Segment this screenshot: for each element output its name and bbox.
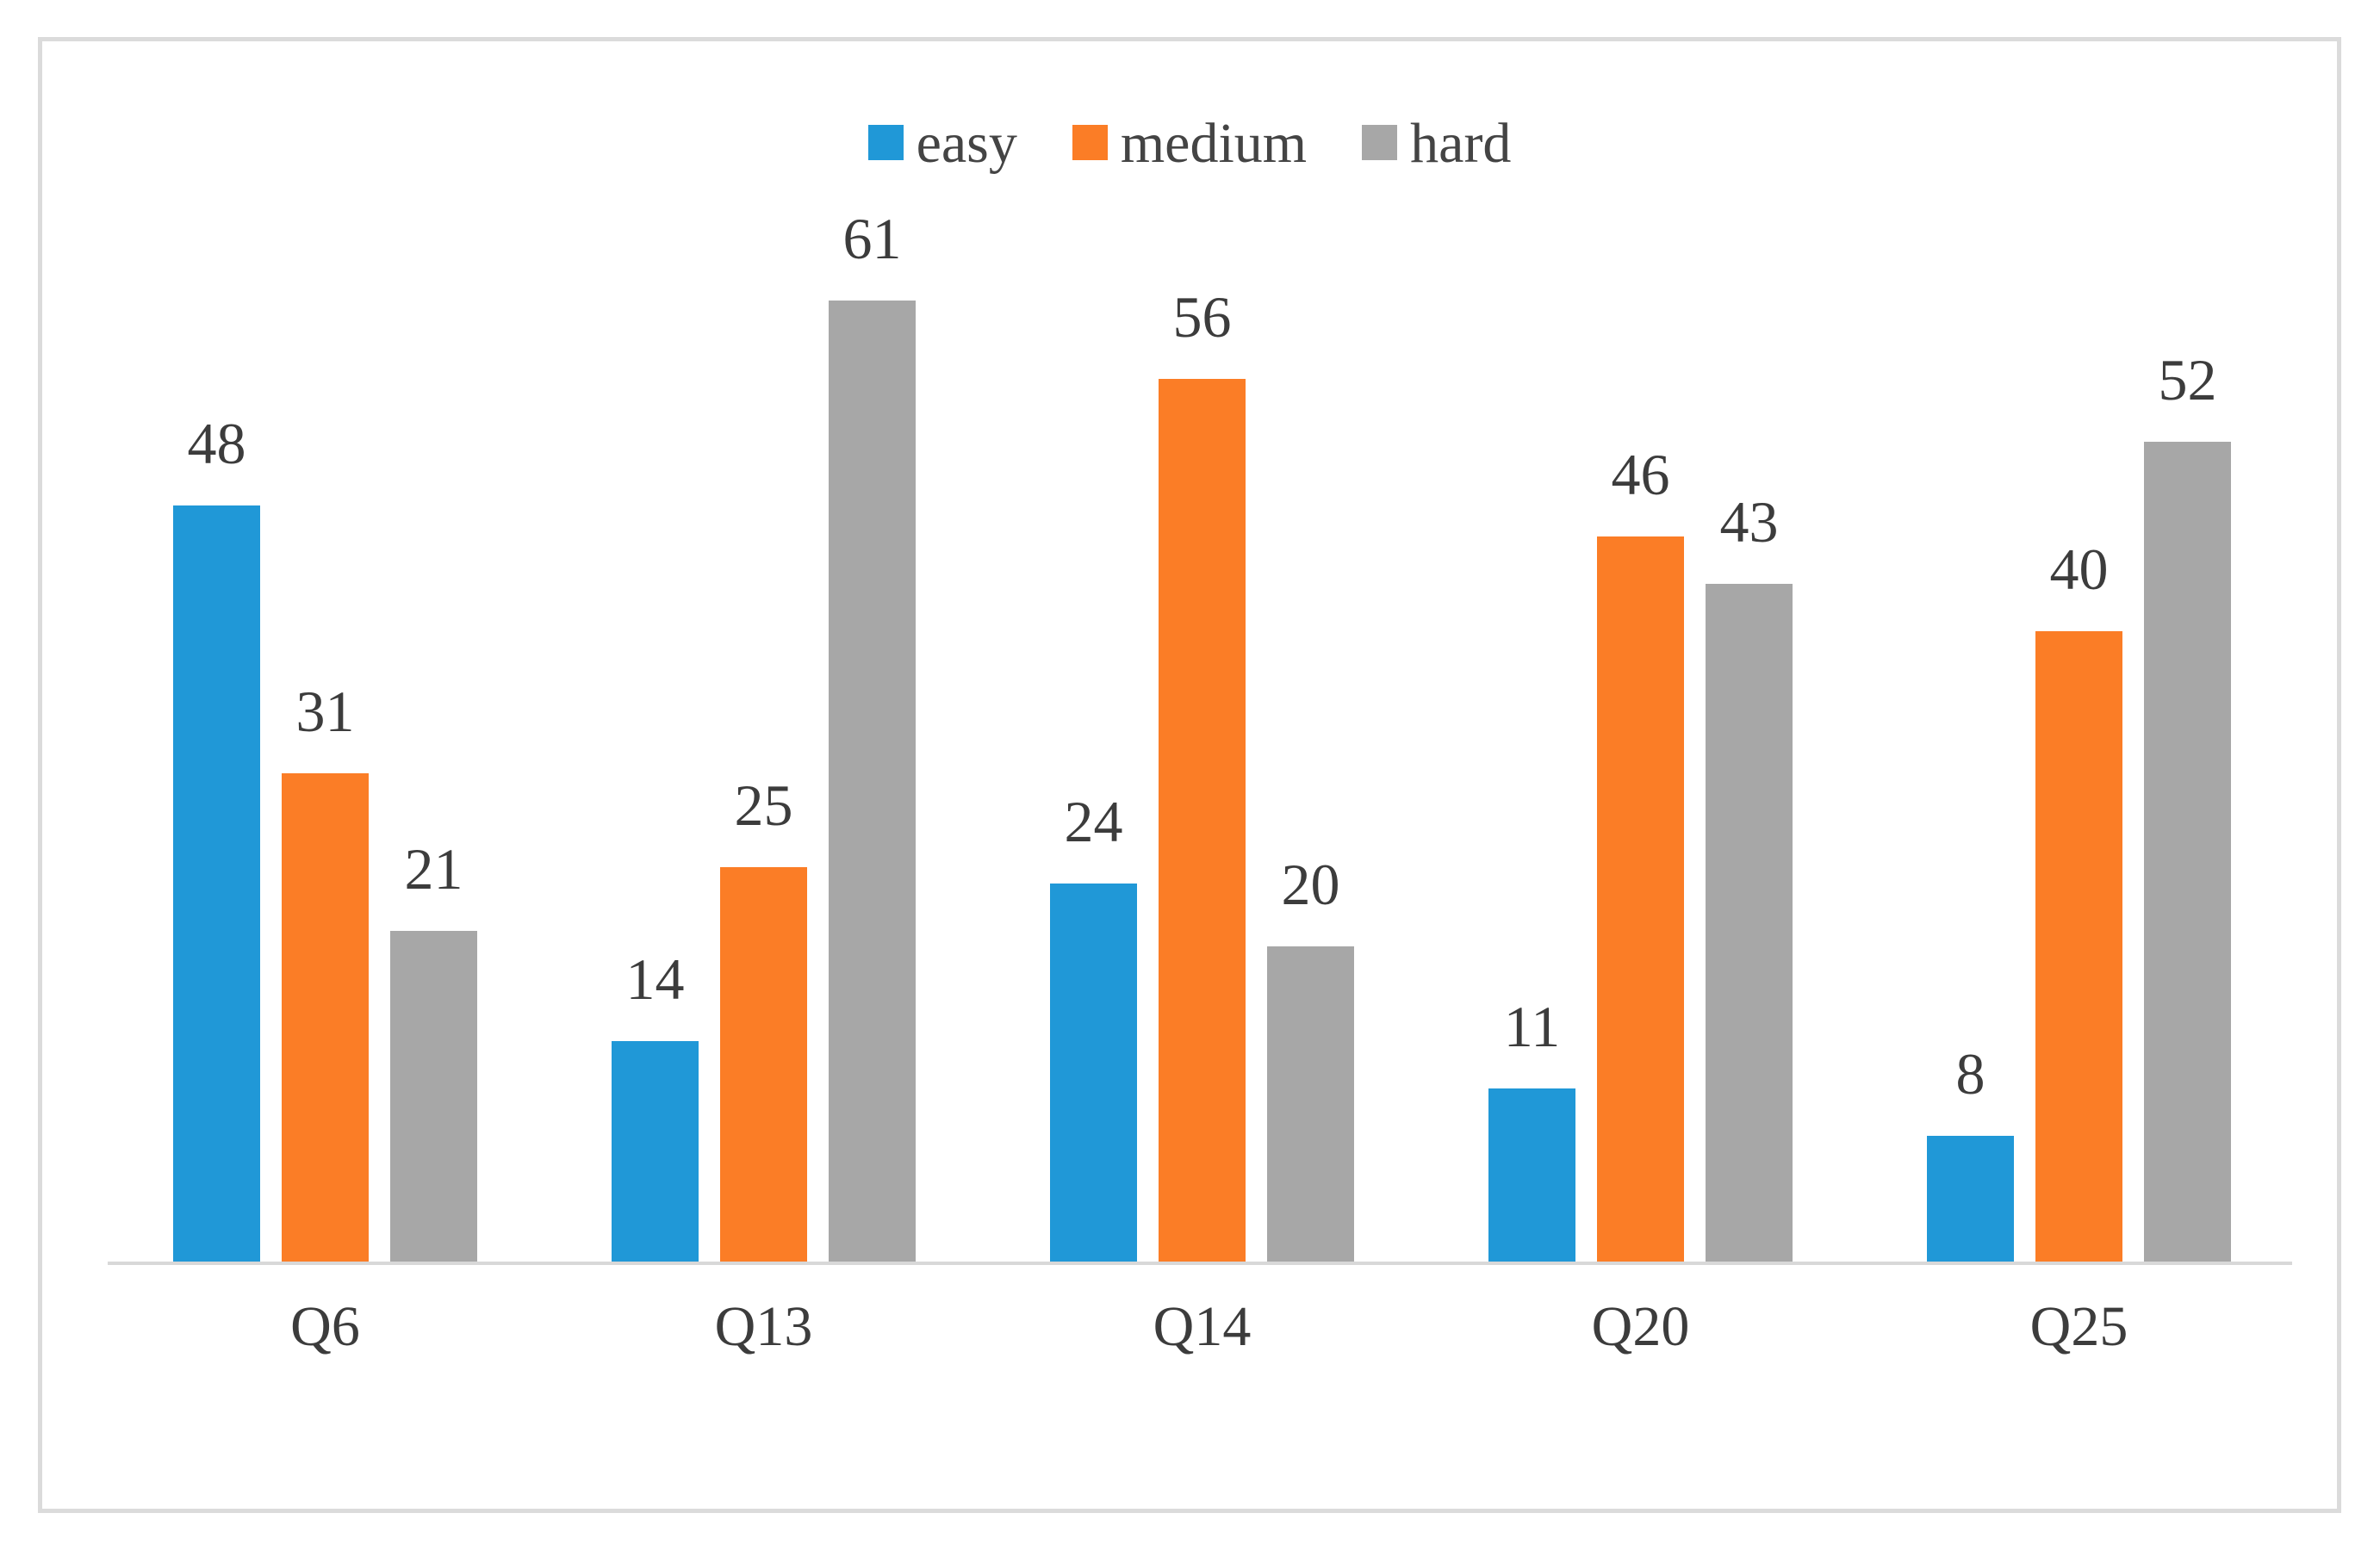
bars-plot: 48 31 21 14 25 61 24 56 20 11 46 43 8 40 52 <box>108 94 2292 1266</box>
bar-hard-Q13 <box>829 301 916 1262</box>
legend-marker-hard-icon <box>1362 124 1398 160</box>
category-label-Q25: Q25 <box>2029 1295 2128 1359</box>
legend-label: hard <box>1410 112 1512 175</box>
bar-slot-hard: 43 <box>1706 490 1793 1262</box>
bar-group-Q25: 8 40 52 <box>1927 348 2231 1262</box>
bar-value-label: 40 <box>2049 536 2109 603</box>
chart-frame: easy medium hard 48 31 21 14 25 61 24 56 20 11 46 43 8… <box>38 37 2341 1513</box>
category-label-Q13: Q13 <box>714 1295 813 1359</box>
bar-value-label: 14 <box>625 946 685 1013</box>
bar-medium-Q25 <box>2035 631 2122 1262</box>
bar-value-label: 48 <box>187 411 246 477</box>
category-label-Q14: Q14 <box>1153 1295 1252 1359</box>
bar-slot-hard: 20 <box>1267 853 1354 1262</box>
bar-easy-Q20 <box>1488 1088 1575 1262</box>
bar-value-label: 61 <box>842 206 902 272</box>
bar-group-Q14: 24 56 20 <box>1050 285 1354 1262</box>
bar-easy-Q14 <box>1050 884 1137 1262</box>
bar-slot-easy: 11 <box>1488 995 1575 1262</box>
bar-hard-Q14 <box>1267 946 1354 1262</box>
bar-value-label: 52 <box>2158 347 2217 413</box>
bar-easy-Q6 <box>173 505 260 1262</box>
bar-group-Q20: 11 46 43 <box>1488 443 1793 1262</box>
legend-item-hard: hard <box>1362 112 1512 175</box>
bar-value-label: 56 <box>1172 284 1232 350</box>
legend-label: easy <box>916 112 1017 175</box>
bar-slot-medium: 46 <box>1597 443 1684 1262</box>
bar-value-label: 21 <box>404 836 463 902</box>
legend-item-easy: easy <box>867 112 1017 175</box>
bar-slot-easy: 8 <box>1927 1042 2014 1262</box>
bar-slot-hard: 21 <box>390 837 477 1262</box>
category-label-Q20: Q20 <box>1591 1295 1690 1359</box>
bar-slot-easy: 48 <box>173 412 260 1262</box>
bar-value-label: 24 <box>1064 789 1123 855</box>
bar-slot-easy: 24 <box>1050 790 1137 1262</box>
bar-medium-Q20 <box>1597 536 1684 1262</box>
chart-legend: easy medium hard <box>42 112 2337 175</box>
category-label-Q6: Q6 <box>290 1295 360 1359</box>
legend-marker-medium-icon <box>1072 124 1108 160</box>
legend-marker-easy-icon <box>867 124 904 160</box>
bar-medium-Q13 <box>720 867 807 1262</box>
category-axis: Q6 Q13 Q14 Q20 Q25 <box>108 1296 2292 1359</box>
bar-value-label: 31 <box>295 679 355 745</box>
legend-item-medium: medium <box>1072 112 1308 175</box>
bar-group-Q13: 14 25 61 <box>612 207 916 1262</box>
bar-slot-medium: 25 <box>720 773 807 1262</box>
bar-hard-Q25 <box>2144 442 2231 1262</box>
bar-medium-Q6 <box>282 773 369 1262</box>
bar-easy-Q13 <box>612 1041 699 1262</box>
bar-value-label: 11 <box>1503 994 1561 1060</box>
bar-hard-Q6 <box>390 931 477 1262</box>
bar-value-label: 25 <box>734 772 793 839</box>
bar-hard-Q20 <box>1706 584 1793 1262</box>
bar-group-Q6: 48 31 21 <box>173 412 477 1262</box>
bar-slot-medium: 40 <box>2035 537 2122 1262</box>
bar-slot-medium: 31 <box>282 679 369 1262</box>
plot-area: 48 31 21 14 25 61 24 56 20 11 46 43 8 40 52 Q6 Q13 Q14 Q2… <box>108 94 2292 1359</box>
legend-label: medium <box>1120 112 1308 175</box>
bar-value-label: 43 <box>1719 489 1779 555</box>
bar-slot-hard: 61 <box>829 207 916 1262</box>
bar-slot-easy: 14 <box>612 947 699 1262</box>
bar-value-label: 20 <box>1281 852 1340 918</box>
bar-value-label: 8 <box>1955 1041 1985 1107</box>
bar-slot-medium: 56 <box>1159 285 1246 1262</box>
bar-slot-hard: 52 <box>2144 348 2231 1262</box>
bar-value-label: 46 <box>1611 442 1670 508</box>
bar-easy-Q25 <box>1927 1136 2014 1262</box>
bar-medium-Q14 <box>1159 379 1246 1262</box>
